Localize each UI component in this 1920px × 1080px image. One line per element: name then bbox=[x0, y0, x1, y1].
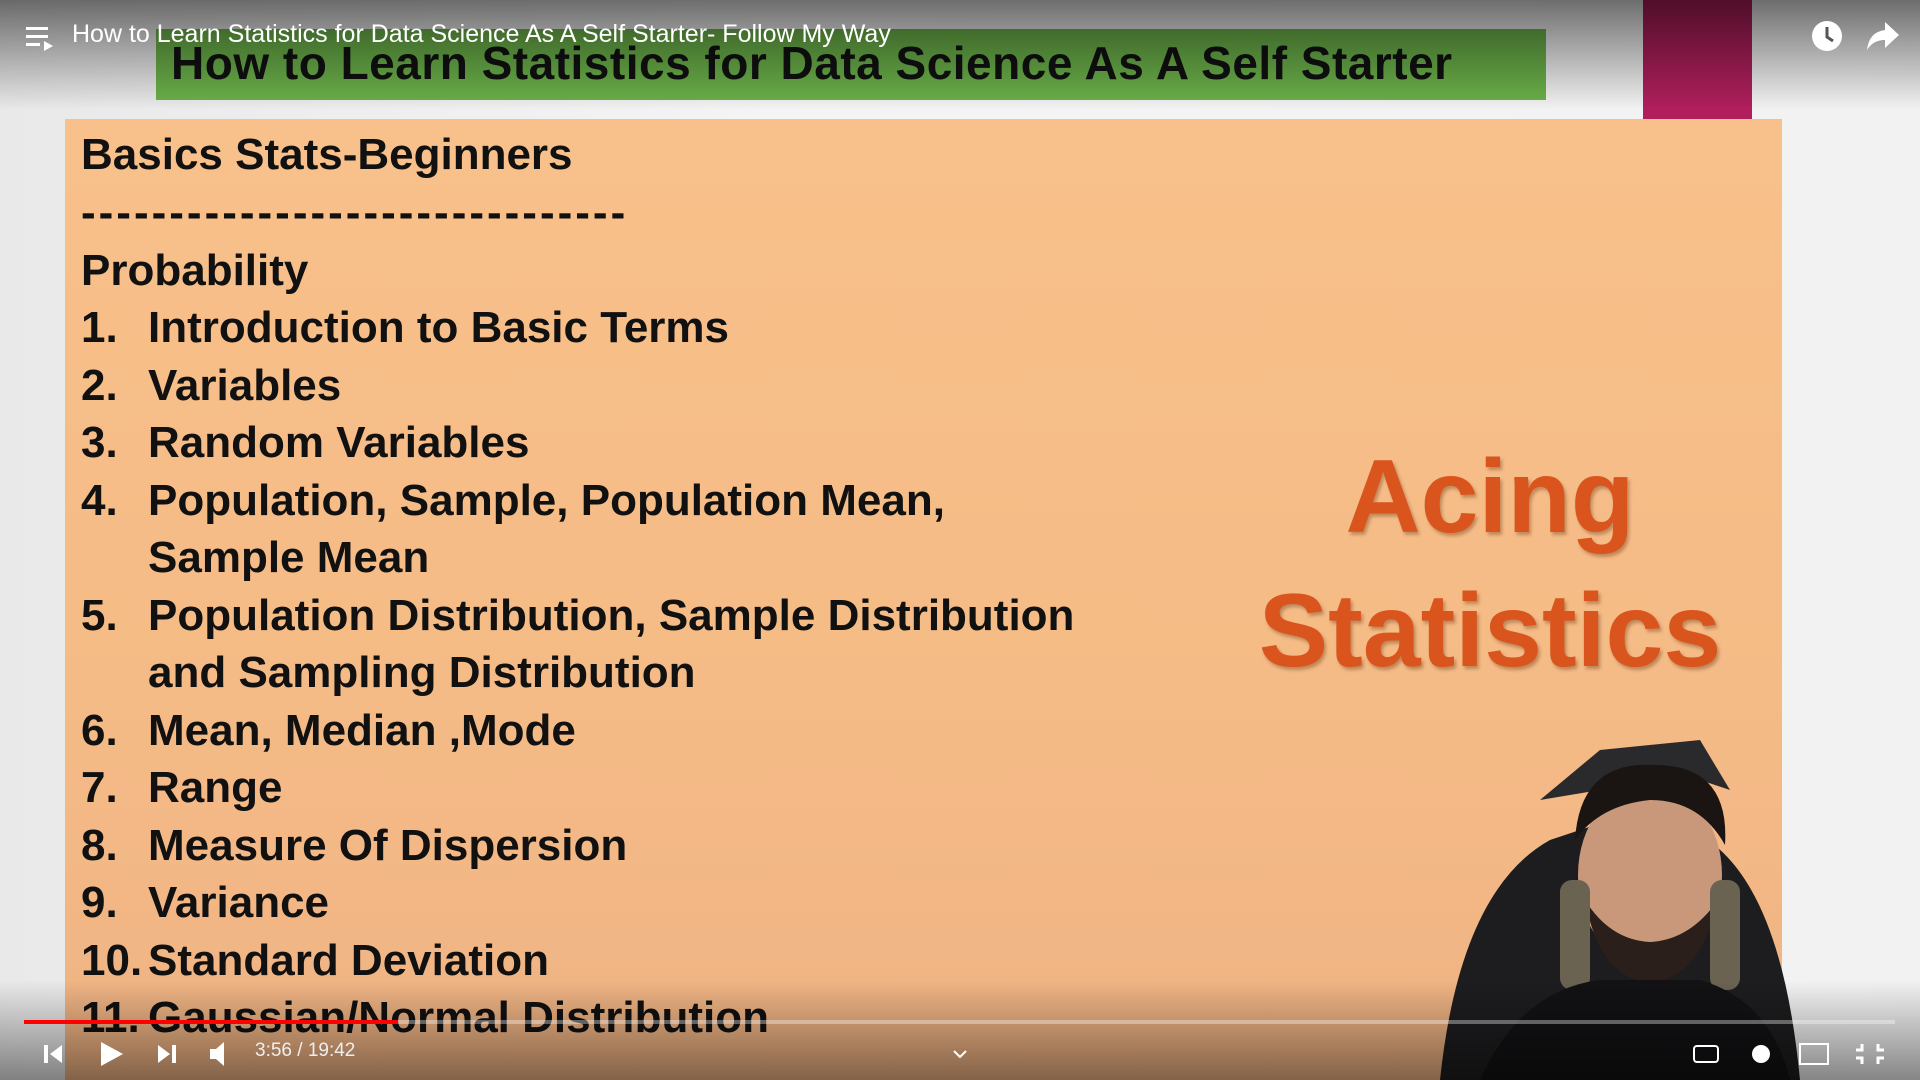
slide-heading: Basics Stats-Beginners bbox=[81, 130, 573, 179]
top-overlay bbox=[0, 0, 1920, 110]
item-number: 2. bbox=[81, 360, 118, 410]
time-display: 3:56 / 19:42 bbox=[255, 1040, 356, 1061]
item-number: 9. bbox=[81, 878, 118, 927]
volume-button[interactable] bbox=[210, 1042, 224, 1066]
item-text: Standard Deviation bbox=[148, 935, 549, 985]
chapter-chevron[interactable] bbox=[953, 1050, 967, 1059]
item-text: Measure Of Dispersion bbox=[148, 820, 628, 870]
item-text: Variables bbox=[148, 360, 342, 410]
play-button[interactable] bbox=[101, 1042, 123, 1066]
item-number: 4. bbox=[81, 475, 118, 525]
playlist-icon[interactable] bbox=[26, 25, 54, 51]
beard bbox=[1585, 900, 1718, 982]
item-text: Gaussian/Normal Distribution bbox=[148, 993, 769, 1043]
item-text: Variance bbox=[148, 878, 330, 927]
section-title: Probability bbox=[81, 246, 309, 295]
presenter bbox=[1440, 740, 1800, 1080]
topic-list: 1. Introduction to Basic Terms 2. Variables… bbox=[81, 303, 1075, 1043]
item-number: 6. bbox=[81, 705, 118, 755]
controls bbox=[44, 1042, 1884, 1066]
item-text: Population, Sample, Population Mean, bbox=[148, 475, 945, 525]
item-number: 11. bbox=[81, 993, 140, 1043]
headphone bbox=[1560, 880, 1590, 990]
share-icon[interactable] bbox=[1865, 20, 1901, 52]
item-number: 8. bbox=[81, 820, 118, 870]
side-title-line: Statistics bbox=[1258, 573, 1722, 689]
item-text: Range bbox=[148, 763, 283, 812]
next-button[interactable] bbox=[158, 1045, 176, 1063]
watch-later-icon[interactable] bbox=[1811, 20, 1843, 52]
shirt bbox=[1480, 980, 1790, 1080]
face bbox=[1578, 783, 1722, 967]
slide-divider: ------------------------------- bbox=[81, 188, 629, 237]
item-number: 5. bbox=[81, 590, 118, 640]
item-number: 1. bbox=[81, 303, 118, 352]
cast-button[interactable] bbox=[1799, 1043, 1829, 1065]
captions-button[interactable] bbox=[1693, 1045, 1719, 1063]
bottom-overlay bbox=[0, 980, 1920, 1080]
item-text: and Sampling Distribution bbox=[148, 648, 696, 697]
previous-button[interactable] bbox=[44, 1045, 62, 1063]
item-number: 3. bbox=[81, 418, 118, 467]
progress-track[interactable] bbox=[24, 1020, 1895, 1024]
item-text: Population Distribution, Sample Distribu… bbox=[148, 590, 1075, 640]
item-text: Sample Mean bbox=[148, 533, 430, 582]
progress-played bbox=[24, 1020, 398, 1024]
item-number: 7. bbox=[81, 763, 118, 812]
item-number: 10. bbox=[81, 935, 143, 985]
headphone bbox=[1710, 880, 1740, 990]
item-text: Introduction to Basic Terms bbox=[148, 303, 730, 352]
settings-button[interactable] bbox=[1752, 1045, 1770, 1063]
exit-fullscreen-button[interactable] bbox=[1856, 1044, 1884, 1064]
item-text: Random Variables bbox=[148, 418, 530, 467]
hair bbox=[1575, 764, 1726, 845]
video-title[interactable]: How to Learn Statistics for Data Science… bbox=[72, 20, 891, 48]
item-text: Mean, Median ,Mode bbox=[148, 705, 576, 755]
side-title: Acing Statistics bbox=[1230, 430, 1750, 698]
side-title-line: Acing bbox=[1345, 439, 1635, 555]
